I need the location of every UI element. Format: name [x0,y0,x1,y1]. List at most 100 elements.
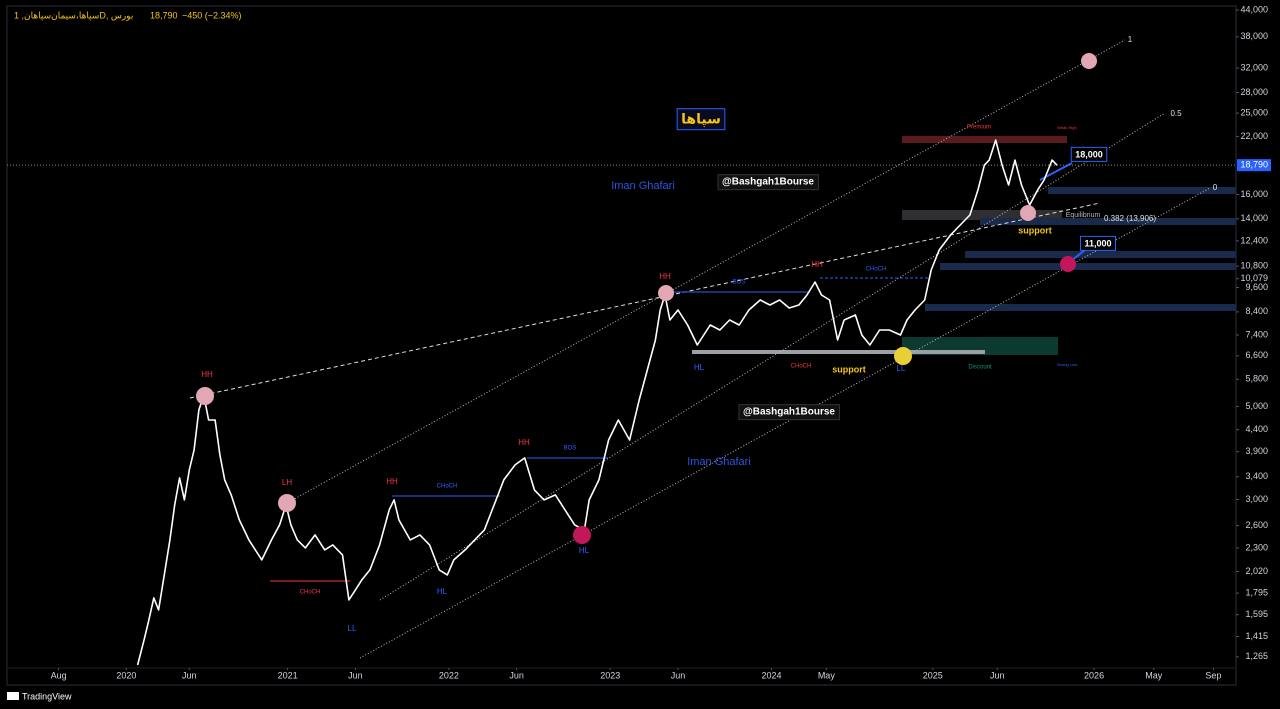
y-tick-label: 5,000 [1245,401,1268,411]
last-price-box [1237,159,1271,172]
y-tick-label: 10,079 [1240,273,1268,283]
zones [692,136,1236,355]
x-tick-label: 2025 [923,670,943,680]
annotation: Iman Ghafari [611,180,675,192]
x-tick-label: 2020 [116,670,136,680]
footer-text: TradingView [22,691,72,701]
markers [196,53,1097,544]
annotation: Strong Low [1057,362,1077,367]
annotation: BOS [733,280,746,286]
x-tick-label: Jun [348,670,363,680]
y-tick-label: 12,400 [1240,235,1268,245]
x-tick-label: 2024 [761,670,781,680]
pivot-marker [658,285,674,301]
annotation: @Bashgah1Bourse [722,177,814,188]
annotation: BOS [564,446,577,452]
annotation: 11,000 [1084,238,1111,248]
y-tick-label: 38,000 [1240,31,1268,41]
header-symbol: سپاها،سیمان‌سپاهان, 1D, بورس [14,10,133,20]
y-tick-label: 1,415 [1245,631,1268,641]
annotation: LL [348,624,357,633]
y-tick-label: 32,000 [1240,63,1268,73]
annotation: support [1018,225,1052,235]
y-tick-label: 1,595 [1245,609,1268,619]
annotation: 0.5 [1170,109,1182,118]
channel-line [379,112,1166,601]
x-tick-label: Aug [51,670,67,680]
footer-logo: TradingView [7,691,72,701]
pivot-marker [573,526,591,544]
annotation-box [738,404,840,421]
x-tick-label: 2023 [600,670,620,680]
annotation: 18,000 [1075,149,1103,159]
y-tick-label: 3,000 [1245,494,1268,504]
pivot-marker [278,494,296,512]
premium-zone [902,136,1067,143]
x-tick-label: 2022 [439,670,459,680]
y-tick-label: 3,900 [1245,446,1268,456]
trend-line [189,202,1101,399]
annotation: HH [518,438,530,447]
x-tick-label: Jun [671,670,686,680]
x-tick-label: 2021 [278,670,298,680]
annotation: HL [694,363,705,372]
annotation: CHoCH [866,267,887,273]
annotation: HH [659,272,671,281]
pivot-marker [894,347,912,365]
x-tick-label: May [818,670,836,680]
pivot-marker [1060,256,1076,272]
y-tick-label: 9,600 [1245,282,1268,292]
annotation: HH [811,260,823,269]
annotation: HL [579,546,590,555]
y-tick-label: 8,400 [1245,306,1268,316]
y-tick-label: 2,600 [1245,520,1268,530]
y-tick-label: 2,020 [1245,566,1268,576]
equilibrium-zone [902,210,1062,220]
y-tick-label: 5,800 [1245,374,1268,384]
y-tick-label: 2,300 [1245,542,1268,552]
y-tick-label: 10,800 [1240,260,1268,270]
annotation-box [1079,235,1117,251]
channel-line [286,39,1126,504]
y-tick-label: 44,000 [1240,4,1268,14]
y-tick-label: 25,000 [1240,107,1268,117]
order-block [965,251,1236,258]
annotation: CHoCH [791,364,812,370]
x-tick-label: Jun [990,670,1005,680]
x-tick-label: May [1145,670,1163,680]
annotation: CHoCH [437,484,458,490]
annotation: HL [437,587,448,596]
annotation: support [832,364,866,374]
order-block [925,304,1236,311]
annotation-box [676,108,726,131]
header-change: −450 (−2.34%) [182,10,242,20]
annotation: 0.382 (13,906) [1104,214,1156,223]
annotation: CHoCH [300,590,321,596]
plot-frame [6,5,1237,686]
support-bar [692,350,985,354]
annotation: Equilibrium [1066,212,1101,219]
pivot-marker [1020,205,1036,221]
y-tick-label: 22,000 [1240,131,1268,141]
annotation: HH [201,370,213,379]
order-block [940,263,1236,270]
x-tick-label: Jun [509,670,524,680]
annotation-box [1070,146,1108,162]
annotation: @Bashgah1Bourse [743,407,835,418]
annotation: 0 [1213,183,1218,192]
y-tick-label: 1,795 [1245,587,1268,597]
y-tick-label: 3,400 [1245,471,1268,481]
y-tick-label: 16,000 [1240,189,1268,199]
annotation: 1 [1128,35,1133,44]
y-tick-label: 28,000 [1240,87,1268,97]
logo-icon [7,692,19,700]
y-tick-label: 7,400 [1245,329,1268,339]
annotation: Discount [968,365,992,371]
header-price: 18,790 [150,10,178,20]
annotation-box [717,174,819,191]
annotation: Iman Ghafari [687,456,751,468]
annotation: سپاها [681,111,721,128]
pivot-marker [1081,53,1097,69]
